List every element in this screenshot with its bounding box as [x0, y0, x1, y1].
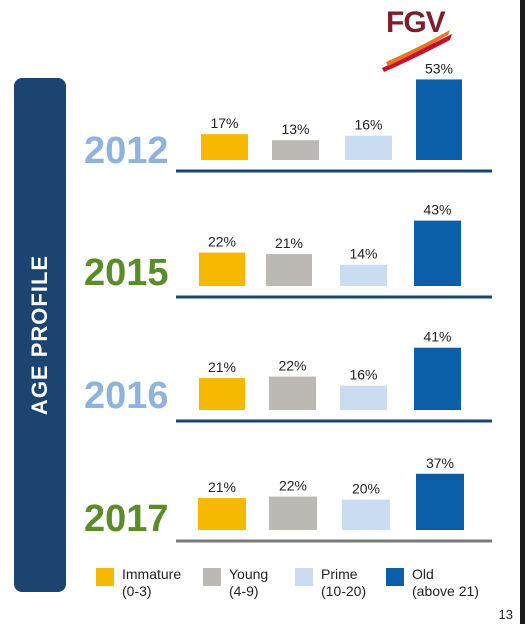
data-label-2016-prime: 16% [349, 367, 377, 383]
legend-swatch-immature [96, 568, 114, 586]
legend-label-prime: Prime [321, 566, 358, 582]
data-label-2017-old: 37% [426, 455, 454, 471]
legend-label-old: Old [412, 566, 434, 582]
data-label-2012-old: 53% [425, 60, 453, 76]
bar-2012-prime [345, 135, 392, 160]
bar-2017-young [269, 496, 317, 530]
bar-2012-old [416, 79, 462, 160]
fgv-logo: FGV [376, 4, 456, 72]
side-banner [14, 78, 66, 592]
bar-2015-prime [340, 264, 387, 286]
data-label-2016-young: 22% [278, 358, 306, 374]
legend-range-prime: (10-20) [321, 583, 367, 599]
year-label-2016: 2016 [84, 375, 169, 417]
bar-2016-prime [340, 385, 387, 410]
legend-swatch-young [203, 568, 221, 586]
logo-swoosh-icon [382, 30, 452, 72]
page-number: 13 [498, 607, 513, 622]
bar-2016-immature [199, 378, 245, 410]
bar-2015-old [414, 220, 461, 286]
year-label-2015: 2015 [84, 252, 169, 294]
legend-swatch-old [386, 568, 404, 586]
year-label-2012: 2012 [84, 130, 169, 172]
bar-2012-immature [201, 134, 248, 160]
data-label-2015-prime: 14% [349, 246, 377, 262]
data-label-2012-prime: 16% [354, 117, 382, 133]
bar-2017-prime [342, 499, 390, 530]
legend-swatch-prime [295, 568, 313, 586]
data-label-2017-immature: 21% [208, 479, 236, 495]
page-right-edge [520, 0, 525, 624]
data-label-2015-young: 21% [275, 235, 303, 251]
bar-2017-immature [198, 498, 246, 530]
data-label-2015-immature: 22% [208, 234, 236, 250]
bar-2012-young [272, 140, 319, 160]
legend-range-immature: (0-3) [122, 583, 152, 599]
data-label-2012-young: 13% [281, 121, 309, 137]
bar-2015-immature [199, 252, 245, 286]
data-label-2015-old: 43% [423, 202, 451, 218]
legend-label-immature: Immature [122, 566, 182, 582]
data-label-2016-old: 41% [423, 329, 451, 345]
bar-2015-young [266, 254, 312, 286]
data-label-2016-immature: 21% [208, 359, 236, 375]
year-label-2017: 2017 [84, 498, 169, 540]
legend-label-young: Young [229, 566, 269, 582]
legend-range-young: (4-9) [229, 583, 259, 599]
bar-2017-old [416, 473, 464, 530]
legend: Immature (0-3) Young (4-9) Prime (10-20)… [96, 566, 516, 614]
data-label-2017-young: 22% [279, 478, 307, 494]
bar-2016-old [414, 347, 461, 410]
data-label-2017-prime: 20% [352, 481, 380, 497]
logo-text: FGV [386, 6, 446, 39]
data-label-2012-immature: 17% [210, 115, 238, 131]
bar-2016-young [269, 376, 316, 410]
legend-range-old: (above 21) [412, 583, 479, 599]
